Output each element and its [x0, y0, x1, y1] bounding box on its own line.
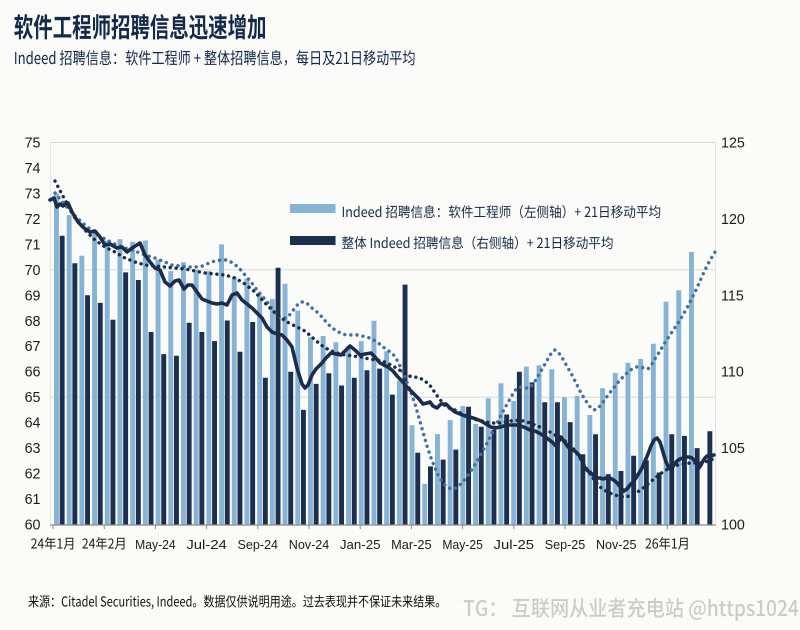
svg-text:62: 62: [25, 467, 41, 483]
svg-text:72: 72: [25, 212, 41, 228]
svg-text:63: 63: [25, 441, 41, 457]
svg-text:Nov-24: Nov-24: [289, 537, 330, 552]
svg-text:74: 74: [25, 161, 41, 177]
svg-text:73: 73: [25, 186, 41, 202]
svg-text:69: 69: [25, 288, 41, 304]
svg-text:125: 125: [721, 136, 745, 152]
svg-text:115: 115: [721, 288, 744, 304]
svg-text:60: 60: [25, 518, 41, 534]
svg-text:71: 71: [25, 237, 41, 253]
svg-text:65: 65: [25, 390, 41, 406]
svg-text:Nov-25: Nov-25: [596, 537, 637, 552]
svg-text:Sep-25: Sep-25: [545, 537, 586, 552]
svg-text:Sep-24: Sep-24: [238, 537, 279, 552]
svg-text:70: 70: [25, 263, 41, 279]
svg-text:100: 100: [721, 518, 745, 534]
svg-text:67: 67: [25, 339, 41, 355]
svg-text:105: 105: [721, 441, 745, 457]
svg-text:75: 75: [25, 136, 41, 152]
svg-text:64: 64: [25, 416, 41, 432]
svg-text:Jan-25: Jan-25: [340, 537, 381, 552]
svg-text:61: 61: [25, 492, 41, 508]
svg-text:66: 66: [25, 365, 41, 381]
svg-text:68: 68: [25, 314, 41, 330]
svg-text:May-25: May-25: [442, 537, 483, 552]
svg-text:110: 110: [721, 365, 744, 381]
svg-text:May-24: May-24: [135, 537, 176, 552]
svg-text:120: 120: [721, 212, 745, 228]
svg-text:Jul-25: Jul-25: [494, 537, 535, 552]
svg-text:Mar-25: Mar-25: [391, 537, 432, 552]
svg-text:Jul-24: Jul-24: [186, 537, 227, 552]
